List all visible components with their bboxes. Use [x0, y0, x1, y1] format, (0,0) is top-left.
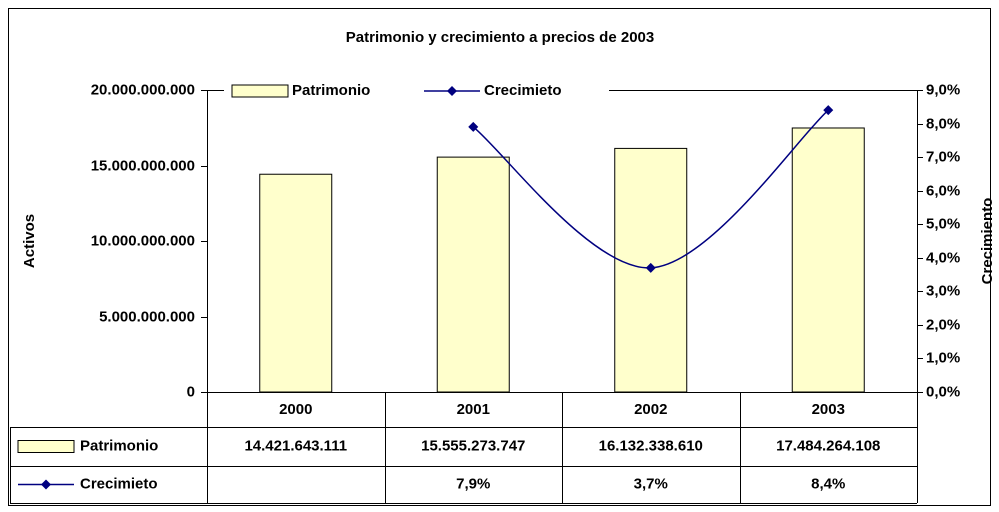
table-value: 15.555.273.747	[421, 437, 525, 454]
table-series-label: Patrimonio	[80, 437, 158, 454]
y2-tick-label: 2,0%	[926, 316, 960, 333]
table-value: 8,4%	[811, 475, 845, 492]
x-tick-label: 2000	[279, 401, 312, 418]
legend-swatch	[231, 84, 289, 98]
line-marker	[468, 121, 479, 132]
y-tick-label: 10.000.000.000	[91, 232, 195, 249]
y2-tick-label: 0,0%	[926, 383, 960, 400]
y-tick-label: 20.000.000.000	[91, 81, 195, 98]
y2-tick-label: 7,0%	[926, 148, 960, 165]
legend-box	[224, 80, 609, 102]
y2-tick-label: 8,0%	[926, 115, 960, 132]
y2-tick-label: 1,0%	[926, 349, 960, 366]
y-axis-label: Activos	[21, 214, 38, 268]
bar	[259, 173, 333, 393]
bar	[436, 156, 510, 393]
legend-swatch-marker	[41, 479, 51, 490]
y2-tick-label: 3,0%	[926, 282, 960, 299]
x-tick-label: 2001	[457, 401, 490, 418]
y-tick-label: 15.000.000.000	[91, 157, 195, 174]
bar	[791, 127, 865, 393]
legend-swatch-marker	[447, 86, 457, 96]
y2-axis-label: Crecimiento	[979, 198, 996, 285]
table-value: 14.421.643.111	[244, 437, 347, 454]
y2-tick-label: 4,0%	[926, 249, 960, 266]
y-tick-label: 5.000.000.000	[99, 308, 195, 325]
chart-title: Patrimonio y crecimiento a precios de 20…	[346, 29, 654, 46]
legend-label: Crecimieto	[484, 82, 562, 99]
table-value: 3,7%	[634, 475, 668, 492]
line-marker	[645, 262, 656, 273]
table-value: 16.132.338.610	[599, 437, 703, 454]
legend-label: Patrimonio	[292, 82, 370, 99]
y2-tick-label: 6,0%	[926, 182, 960, 199]
x-tick-label: 2002	[634, 401, 667, 418]
table-value: 17.484.264.108	[776, 437, 880, 454]
line-marker	[823, 105, 834, 116]
y2-tick-label: 5,0%	[926, 215, 960, 232]
table-series-label: Crecimieto	[80, 475, 158, 492]
legend-swatch	[17, 440, 75, 453]
table-value: 7,9%	[456, 475, 490, 492]
x-tick-label: 2003	[812, 401, 845, 418]
y2-tick-label: 9,0%	[926, 81, 960, 98]
y-tick-label: 0	[187, 383, 195, 400]
